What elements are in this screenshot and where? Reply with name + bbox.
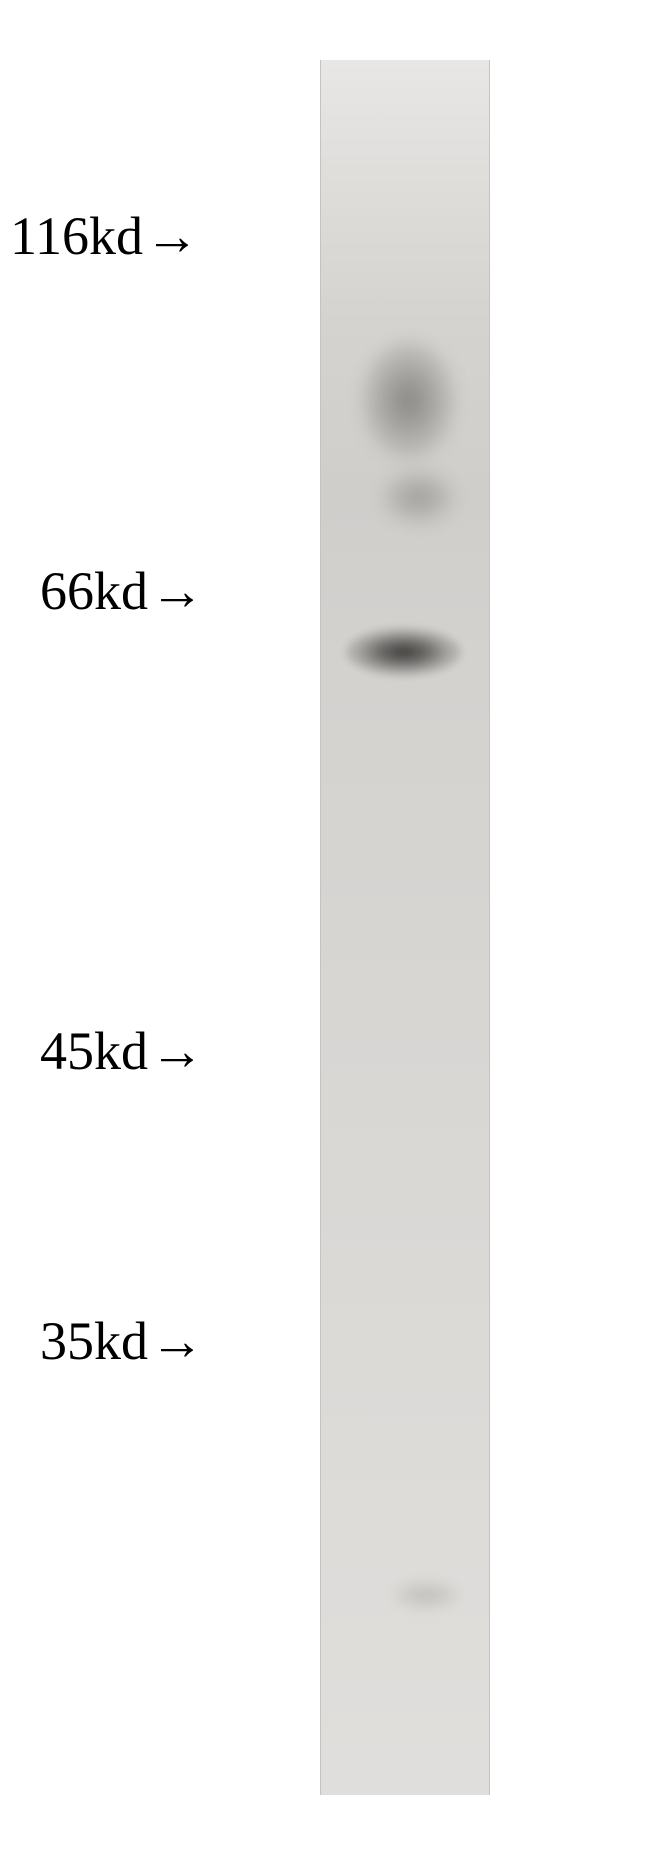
marker-label-116kd: 116kd→ — [10, 205, 199, 267]
marker-text: 35kd — [40, 1311, 148, 1371]
marker-label-66kd: 66kd→ — [40, 560, 204, 622]
band-strong-66kd — [346, 628, 461, 676]
blot-lane — [320, 60, 490, 1795]
band-faint-upper-2 — [381, 470, 456, 525]
arrow-icon: → — [150, 560, 204, 622]
band-faint-upper — [361, 340, 456, 460]
marker-text: 66kd — [40, 561, 148, 621]
band-faint-lower — [391, 1580, 461, 1610]
arrow-icon: → — [150, 1020, 204, 1082]
marker-label-35kd: 35kd→ — [40, 1310, 204, 1372]
marker-text: 45kd — [40, 1021, 148, 1081]
arrow-icon: → — [150, 1310, 204, 1372]
arrow-icon: → — [145, 205, 199, 267]
marker-label-45kd: 45kd→ — [40, 1020, 204, 1082]
marker-text: 116kd — [10, 206, 143, 266]
